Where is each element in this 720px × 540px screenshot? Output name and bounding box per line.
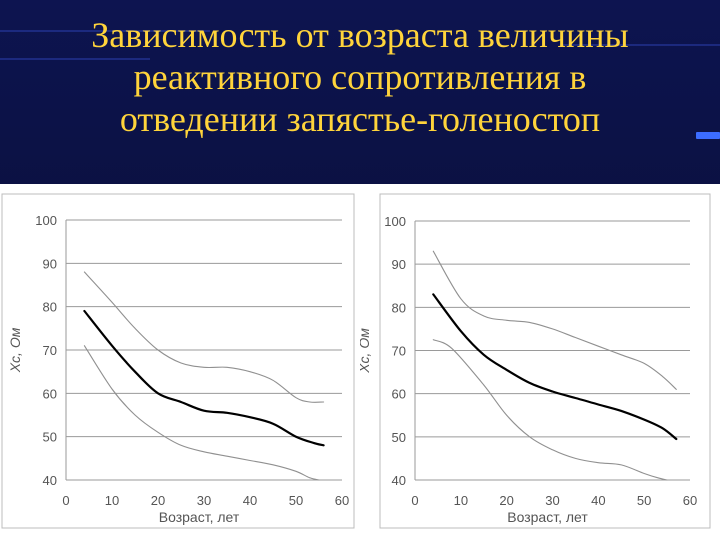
x-tick-label: 0 <box>411 493 418 508</box>
y-tick-label: 70 <box>43 343 57 358</box>
x-tick-label: 10 <box>454 493 468 508</box>
y-tick-label: 90 <box>392 257 406 272</box>
chart-left: 40 50 60 70 80 90 100 0 10 20 30 40 50 60 Возраст, лет… <box>0 184 360 540</box>
x-tick-label: 60 <box>683 493 697 508</box>
x-axis-label: Возраст, лет <box>159 509 240 525</box>
accent-bar <box>696 132 720 139</box>
y-tick-label: 50 <box>392 430 406 445</box>
slide-title: Зависимость от возраста величины реактив… <box>0 14 720 140</box>
title-line-1: Зависимость от возраста величины <box>0 14 720 56</box>
x-tick-label: 20 <box>151 493 165 508</box>
x-tick-label: 30 <box>545 493 559 508</box>
x-tick-label: 0 <box>62 493 69 508</box>
x-axis-label: Возраст, лет <box>507 509 588 525</box>
y-tick-label: 40 <box>392 473 406 488</box>
y-tick-label: 80 <box>392 300 406 315</box>
y-tick-label: 100 <box>35 213 57 228</box>
charts-panel: 40 50 60 70 80 90 100 0 10 20 30 40 50 60 Возраст, лет… <box>0 184 720 540</box>
y-tick-label: 50 <box>43 430 57 445</box>
chart-frame <box>380 194 710 528</box>
y-axis-label: Xc, Ом <box>360 328 372 374</box>
y-tick-label: 60 <box>392 387 406 402</box>
x-tick-label: 40 <box>591 493 605 508</box>
y-tick-label: 60 <box>43 386 57 401</box>
y-tick-label: 100 <box>384 214 406 229</box>
title-line-3: отведении запястье-голеностоп <box>0 98 720 140</box>
x-tick-label: 20 <box>499 493 513 508</box>
y-tick-label: 40 <box>43 473 57 488</box>
x-tick-label: 30 <box>197 493 211 508</box>
chart-right: 40 50 60 70 80 90 100 0 10 20 30 40 50 60 Возраст, лет… <box>360 184 720 540</box>
y-tick-label: 80 <box>43 300 57 315</box>
title-line-2: реактивного сопротивления в <box>0 56 720 98</box>
y-tick-label: 70 <box>392 344 406 359</box>
x-tick-label: 50 <box>637 493 651 508</box>
x-tick-label: 10 <box>105 493 119 508</box>
x-tick-label: 50 <box>289 493 303 508</box>
x-tick-label: 40 <box>243 493 257 508</box>
x-tick-label: 60 <box>335 493 349 508</box>
y-axis-label: Xc, Ом <box>7 327 23 373</box>
y-tick-label: 90 <box>43 256 57 271</box>
